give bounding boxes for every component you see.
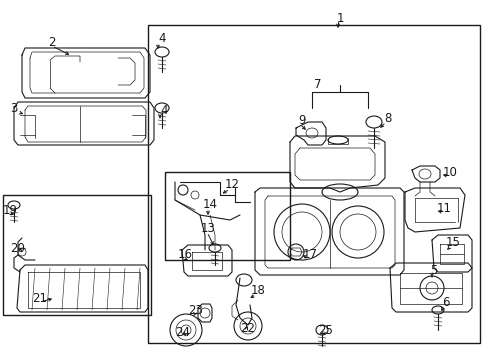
Text: 25: 25	[318, 324, 333, 337]
Text: 12: 12	[224, 179, 239, 192]
Text: 10: 10	[442, 166, 456, 179]
Text: 4: 4	[158, 31, 165, 45]
Text: 21: 21	[32, 292, 47, 305]
Text: 11: 11	[436, 202, 450, 215]
Text: 20: 20	[11, 242, 25, 255]
Text: 13: 13	[200, 221, 215, 234]
Text: 8: 8	[384, 112, 391, 125]
Text: 24: 24	[175, 325, 190, 338]
Text: 7: 7	[314, 78, 321, 91]
Text: 9: 9	[298, 113, 305, 126]
Text: 23: 23	[188, 303, 203, 316]
Text: 15: 15	[445, 235, 460, 248]
Text: 14: 14	[202, 198, 217, 211]
Text: 16: 16	[177, 248, 192, 261]
Text: 4: 4	[160, 104, 167, 117]
Text: 22: 22	[240, 321, 255, 334]
Text: 18: 18	[250, 284, 265, 297]
Text: 3: 3	[10, 102, 18, 114]
Bar	[3, 195, 151, 315]
Bar	[148, 25, 479, 343]
Text: 5: 5	[429, 264, 437, 276]
Bar	[164, 172, 289, 260]
Text: 17: 17	[302, 248, 317, 261]
Text: 6: 6	[441, 296, 449, 309]
Text: 1: 1	[336, 12, 343, 24]
Text: 2: 2	[48, 36, 56, 49]
Text: 19: 19	[2, 203, 18, 216]
